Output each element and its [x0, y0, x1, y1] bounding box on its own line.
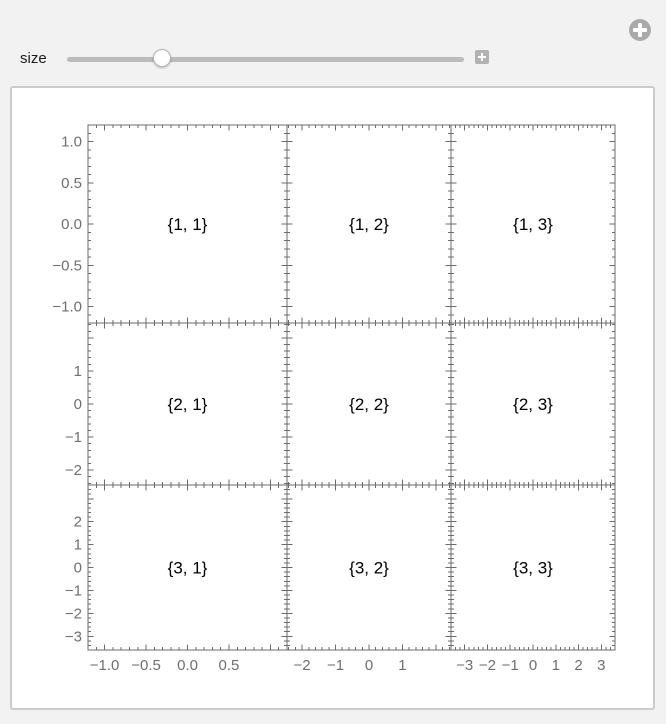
x-tick-label: −1 — [327, 657, 344, 674]
size-slider-label: size — [20, 50, 47, 67]
cell-label: {3, 2} — [349, 559, 389, 578]
plot-cell-3-1: 2 1 0 −1 −2 −3 −1.0 −0.5 0.0 0.5 {3, 1} — [65, 484, 288, 674]
cell-label: {1, 1} — [168, 215, 208, 234]
y-tick-label: 0 — [74, 560, 82, 577]
manipulate-expand-button[interactable] — [629, 19, 651, 41]
y-tick-label: 0.5 — [61, 175, 82, 192]
y-tick-label: 2 — [74, 514, 82, 531]
slider-thumb[interactable] — [153, 49, 172, 67]
x-tick-label: −2 — [294, 657, 311, 674]
cell-label: {1, 3} — [513, 215, 553, 234]
y-tick-label: 0.0 — [61, 216, 82, 233]
cell-label: {2, 2} — [349, 395, 389, 414]
cell-label: {2, 3} — [513, 395, 553, 414]
plot-cell-2-1: 1 0 −1 −2 {2, 1} — [65, 322, 288, 486]
slider-track[interactable] — [67, 57, 464, 62]
cell-label: {1, 2} — [349, 215, 389, 234]
x-tick-label: 0 — [365, 657, 373, 674]
plot-cell-3-2: −2 −1 0 1 {3, 2} — [286, 484, 452, 674]
plot-cell-2-2: {2, 2} — [286, 322, 452, 486]
cell-label: {3, 1} — [168, 559, 208, 578]
y-tick-label: −1 — [65, 429, 82, 446]
plot-cell-1-2: {1, 2} — [286, 124, 452, 324]
x-tick-label: 0.0 — [177, 657, 198, 674]
y-tick-label: 0 — [74, 396, 82, 413]
plot-cell-2-3: {2, 3} — [450, 322, 616, 486]
y-tick-label: 1.0 — [61, 134, 82, 151]
y-tick-label: −1.0 — [52, 299, 82, 316]
cell-label: {2, 1} — [168, 395, 208, 414]
y-tick-label: −0.5 — [52, 257, 82, 274]
y-tick-label: −3 — [65, 628, 82, 645]
x-tick-label: 0 — [529, 657, 537, 674]
y-tick-label: 1 — [74, 537, 82, 554]
x-tick-label: 1 — [552, 657, 560, 674]
plot-cell-3-3: −3 −2 −1 0 1 2 3 {3, 3} — [450, 484, 616, 674]
y-tick-label: −1 — [65, 582, 82, 599]
x-tick-label: 1 — [398, 657, 406, 674]
x-tick-label: −1 — [502, 657, 519, 674]
x-tick-label: 0.5 — [219, 657, 240, 674]
slider-expand-button[interactable] — [475, 50, 489, 64]
output-panel — [10, 86, 655, 710]
x-tick-label: −0.5 — [131, 657, 161, 674]
y-tick-label: −2 — [65, 605, 82, 622]
plot-cell-1-1: 1.0 0.5 0.0 −0.5 −1.0 {1, 1} — [52, 124, 288, 324]
x-tick-label: −2 — [479, 657, 496, 674]
plot-cell-1-3: {1, 3} — [450, 124, 616, 324]
x-tick-label: −3 — [456, 657, 473, 674]
y-tick-label: −2 — [65, 462, 82, 479]
x-tick-label: 3 — [597, 657, 605, 674]
cell-label: {3, 3} — [513, 559, 553, 578]
y-tick-label: 1 — [74, 363, 82, 380]
x-tick-label: 2 — [574, 657, 582, 674]
x-tick-label: −1.0 — [90, 657, 120, 674]
size-slider[interactable] — [67, 44, 464, 74]
